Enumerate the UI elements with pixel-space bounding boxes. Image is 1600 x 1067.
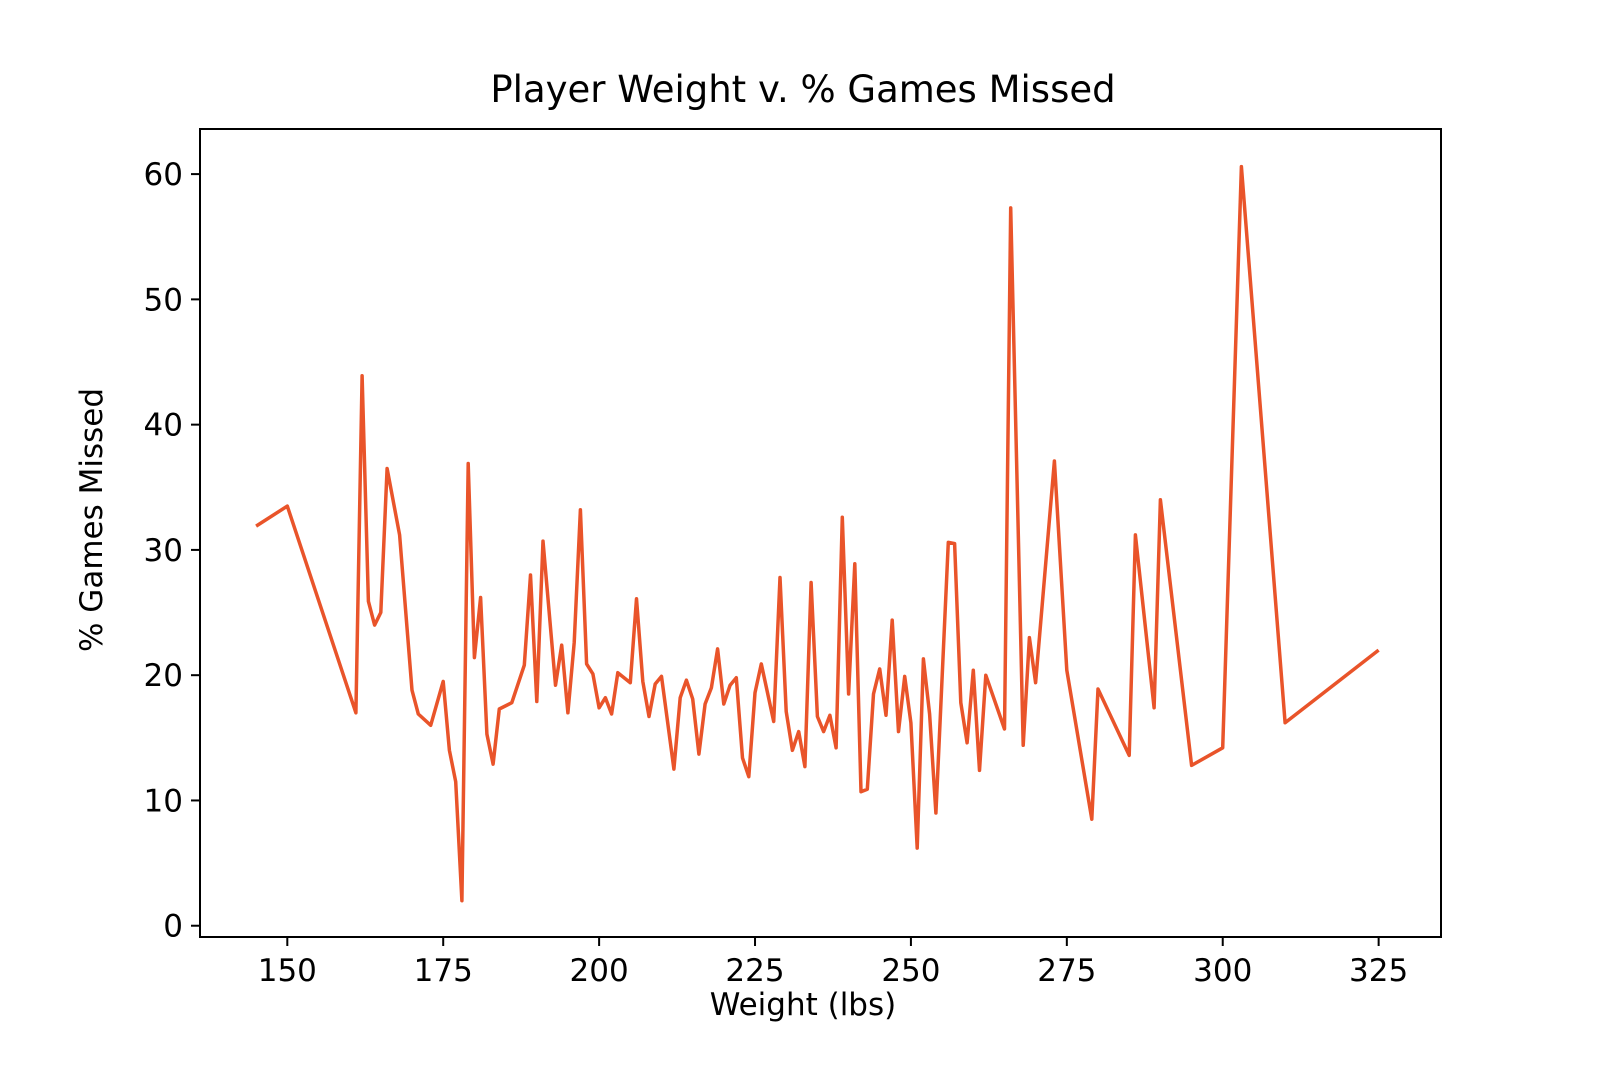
y-tick-label: 10: [144, 783, 183, 819]
y-axis-title: % Games Missed: [74, 388, 110, 652]
x-tick-label: 200: [570, 953, 629, 989]
series-line: [255, 164, 1380, 903]
y-axis: 0 10 20 30 40 50 60: [144, 157, 200, 945]
x-tick-label: 175: [414, 953, 473, 989]
x-tick-label: 250: [881, 953, 940, 989]
y-tick-label: 30: [144, 533, 183, 569]
x-axis: 150 175 200 225 250 275 300 325: [258, 937, 1408, 989]
y-tick-label: 40: [144, 408, 183, 444]
y-tick-label: 20: [144, 658, 183, 694]
x-tick-label: 225: [725, 953, 784, 989]
x-tick-label: 150: [258, 953, 317, 989]
chart-title: Player Weight v. % Games Missed: [490, 68, 1115, 111]
x-tick-label: 300: [1193, 953, 1252, 989]
plot-area: [255, 164, 1380, 903]
y-tick-label: 50: [144, 282, 183, 318]
x-tick-label: 275: [1037, 953, 1096, 989]
x-tick-label: 325: [1349, 953, 1408, 989]
plot-frame: [199, 128, 1442, 938]
y-tick-label: 60: [144, 157, 183, 193]
y-tick-label: 0: [163, 909, 183, 945]
x-axis-title: Weight (lbs): [710, 987, 896, 1023]
